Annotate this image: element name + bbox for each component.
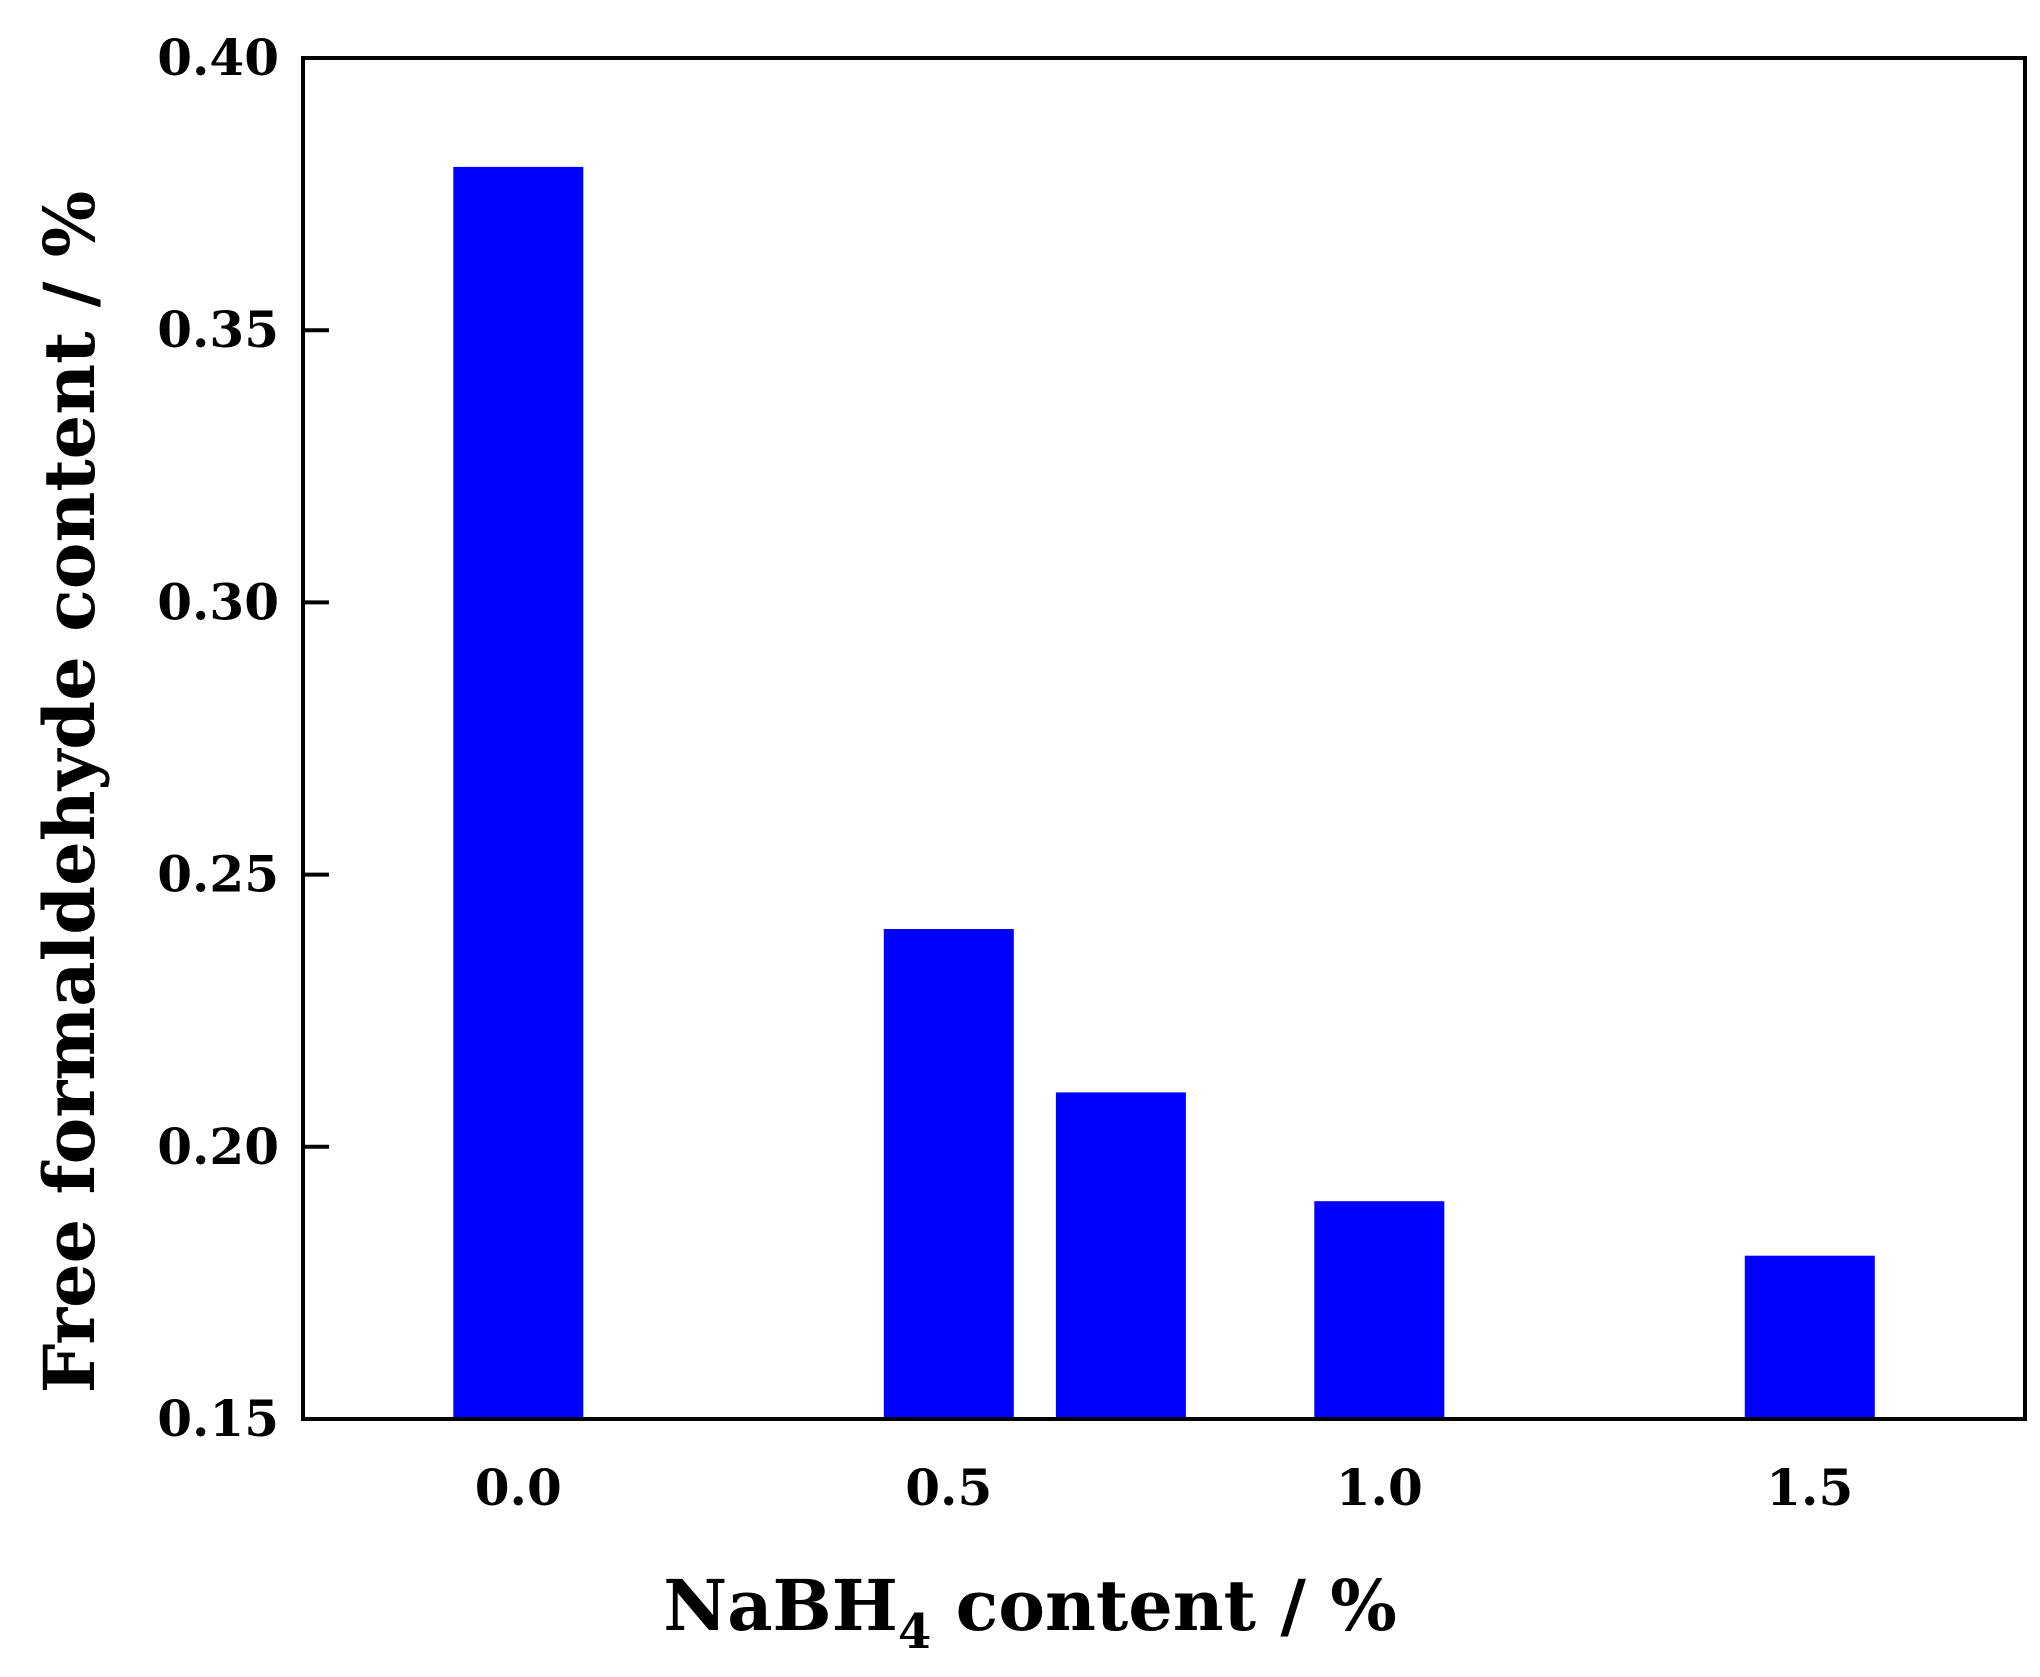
x-axis-title-main: NaBH xyxy=(663,1564,898,1647)
x-axis-title-rest: content / % xyxy=(931,1564,1397,1647)
bar xyxy=(453,166,584,1419)
plot-frame xyxy=(301,56,2027,1421)
x-tick-label: 1.5 xyxy=(1766,1458,1853,1517)
x-tick-label: 0.0 xyxy=(475,1458,562,1517)
y-tick-label: 0.35 xyxy=(157,300,279,359)
y-tick-label: 0.15 xyxy=(157,1389,279,1448)
bar xyxy=(883,929,1014,1419)
y-axis-title: Free formaldehyde content / % xyxy=(28,191,111,1394)
x-tick-label: 0.5 xyxy=(905,1458,992,1517)
x-tick-label: 1.0 xyxy=(1336,1458,1423,1517)
bar xyxy=(1744,1255,1875,1419)
x-axis-ticks: 0.0 0.5 1.0 1.5 xyxy=(475,1458,1854,1517)
x-axis-title-subscript: 4 xyxy=(898,1604,931,1660)
y-tick-label: 0.20 xyxy=(157,1117,279,1176)
x-axis-title: NaBH4 content / % xyxy=(663,1564,1397,1660)
y-axis-ticks: 0.15 0.20 0.25 0.30 0.35 0.40 xyxy=(157,28,329,1448)
y-tick-label: 0.25 xyxy=(157,845,279,904)
y-tick-label: 0.40 xyxy=(157,28,279,87)
y-tick-label: 0.30 xyxy=(157,572,279,631)
bar xyxy=(1314,1201,1445,1419)
bar xyxy=(1055,1092,1186,1419)
bars-group xyxy=(453,166,1875,1419)
